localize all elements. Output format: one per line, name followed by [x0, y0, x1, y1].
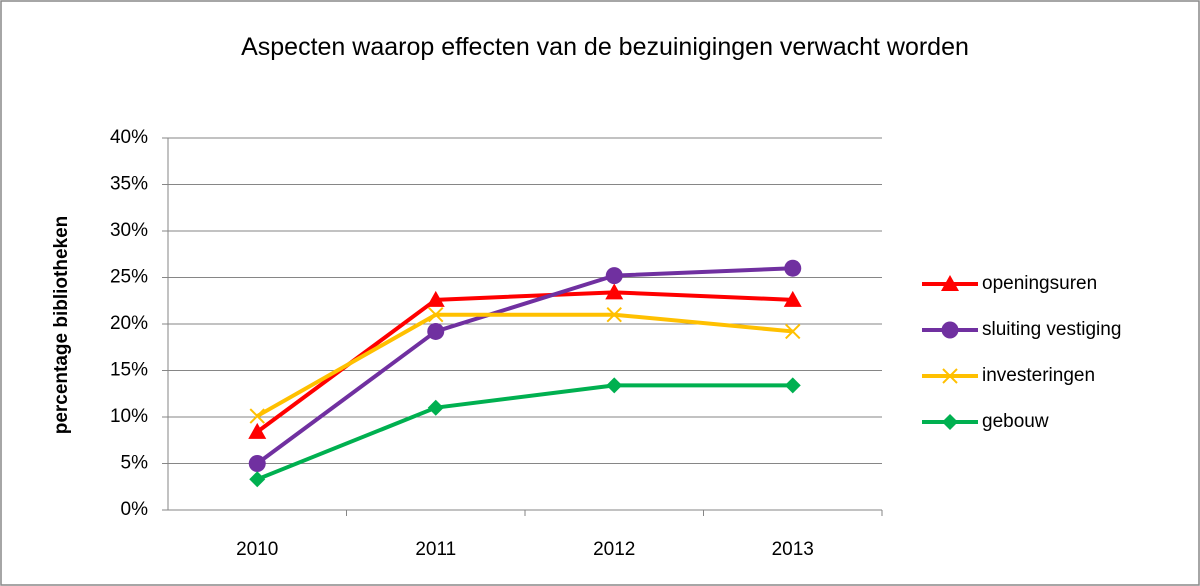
marker [605, 283, 624, 300]
marker [941, 321, 959, 339]
y-tick-label: 5% [121, 453, 149, 474]
marker [941, 275, 959, 291]
x-tick-label: 2013 [772, 539, 814, 560]
marker [606, 377, 623, 394]
x-tick-label: 2011 [415, 539, 456, 560]
y-tick-label: 30% [110, 220, 148, 241]
y-tick-label: 0% [121, 499, 149, 520]
marker [784, 377, 801, 394]
marker [785, 323, 801, 340]
series-line [256, 383, 793, 482]
marker [942, 368, 958, 384]
marker [426, 290, 445, 307]
x-tick-label: 2012 [593, 539, 635, 560]
marker [606, 306, 622, 323]
legend-label: investeringen [982, 365, 1095, 386]
marker [428, 306, 444, 323]
marker [783, 290, 802, 307]
chart-title: Aspecten waarop effecten van de bezuinig… [241, 33, 969, 61]
marker [784, 259, 802, 277]
marker [427, 322, 445, 340]
y-axis-label: percentage bibliotheken [51, 216, 72, 435]
y-tick-label: 40% [110, 127, 148, 148]
marker [605, 267, 623, 285]
y-tick-label: 10% [110, 406, 148, 427]
marker [942, 414, 958, 430]
marker [249, 408, 265, 424]
legend-label: openingsuren [982, 273, 1097, 294]
series-line [256, 266, 793, 466]
y-tick-label: 15% [110, 360, 148, 381]
y-tick-label: 20% [110, 313, 148, 334]
legend-label: gebouw [982, 411, 1049, 432]
y-tick-label: 25% [110, 267, 148, 288]
series-line [256, 312, 793, 418]
y-tick-label: 35% [110, 174, 148, 195]
marker [248, 455, 266, 472]
x-tick-label: 2010 [236, 539, 278, 560]
marker [427, 399, 444, 416]
legend-label: sluiting vestiging [982, 319, 1121, 340]
marker [248, 422, 267, 439]
marker [249, 471, 266, 488]
